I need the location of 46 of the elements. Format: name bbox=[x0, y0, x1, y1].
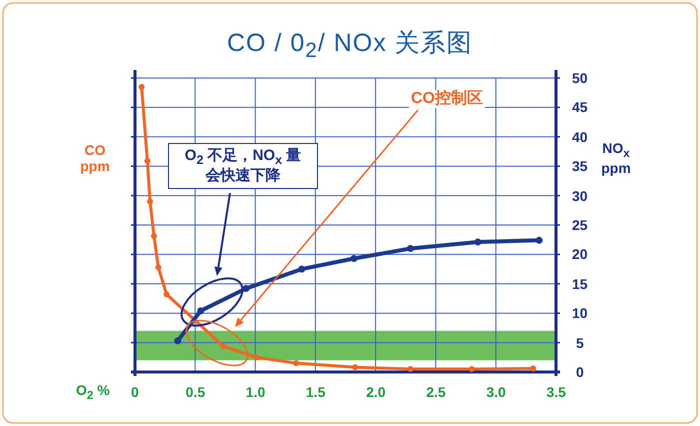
point bbox=[530, 365, 536, 372]
point bbox=[164, 291, 170, 298]
x-axis-title: O$_{2}$ % bbox=[76, 382, 110, 402]
x-tick-label: 3.0 bbox=[486, 384, 506, 400]
point bbox=[242, 285, 250, 292]
point bbox=[151, 233, 158, 240]
point bbox=[468, 366, 475, 372]
chart-title: CO / 0$_{2}$/ NOx 关系图 bbox=[227, 29, 473, 63]
y2-tick-label: 25 bbox=[572, 217, 588, 234]
y2-tick-label: 5 bbox=[576, 334, 584, 351]
point bbox=[253, 354, 260, 360]
annotation: O$_{2}$ 不足，NO$_{x}$ 量会快速下降 bbox=[168, 143, 318, 189]
y2-tick-label: 35 bbox=[572, 158, 588, 174]
point bbox=[147, 198, 154, 204]
x-tick-label: 2.0 bbox=[366, 384, 386, 400]
point bbox=[155, 264, 162, 270]
x-tick-label: 0 bbox=[131, 384, 139, 400]
point bbox=[298, 266, 306, 273]
point bbox=[197, 307, 204, 314]
y2-tick-label: 20 bbox=[572, 246, 588, 262]
x-tick-label: 3.5 bbox=[546, 384, 566, 400]
point bbox=[220, 343, 226, 350]
annotation: CO控制区 bbox=[409, 90, 485, 108]
point bbox=[352, 364, 358, 370]
y2-tick-label: 10 bbox=[572, 305, 588, 322]
point bbox=[406, 245, 414, 252]
y2-tick-label: 45 bbox=[572, 99, 588, 116]
point bbox=[174, 337, 182, 344]
x-tick-label: 1.0 bbox=[246, 384, 266, 400]
point bbox=[138, 84, 145, 90]
point bbox=[293, 360, 300, 366]
y-axis-title: CO ppm bbox=[79, 142, 111, 174]
x-tick-label: 1.5 bbox=[306, 384, 326, 400]
y2-tick-label: 40 bbox=[572, 128, 588, 145]
y2-tick-label: 15 bbox=[572, 276, 588, 292]
point bbox=[144, 158, 150, 164]
point bbox=[407, 366, 414, 372]
x-tick-label: 0.5 bbox=[186, 384, 206, 400]
point bbox=[474, 238, 482, 246]
x-tick-label: 2.5 bbox=[426, 384, 446, 400]
y2-tick-label: 0 bbox=[576, 364, 584, 380]
y2-tick-label: 30 bbox=[572, 188, 588, 204]
point bbox=[350, 255, 358, 262]
point bbox=[536, 236, 543, 244]
y2-axis-title: NO$_{x}$ ppm bbox=[600, 140, 632, 176]
y2-tick-label: 50 bbox=[572, 70, 588, 86]
